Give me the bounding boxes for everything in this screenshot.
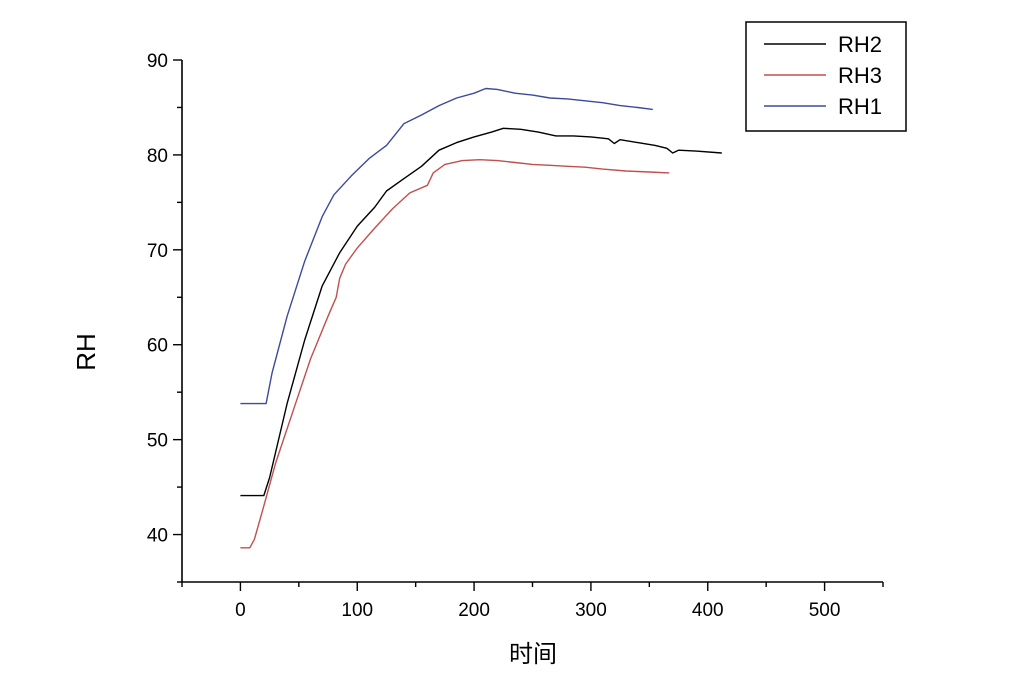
y-axis-title: RH	[71, 333, 101, 371]
series-line-rh3	[240, 159, 670, 549]
x-tick-label: 500	[809, 600, 841, 621]
x-tick-label: 200	[458, 600, 490, 621]
x-tick-label: 0	[235, 600, 246, 621]
x-axis-title: 时间	[509, 640, 557, 668]
legend-label-rh1: RH1	[838, 94, 882, 119]
legend-label-rh2: RH2	[838, 32, 882, 57]
legend: RH2 RH3 RH1	[745, 21, 907, 132]
x-tick-label: 400	[692, 600, 724, 621]
y-tick-label: 40	[147, 526, 168, 547]
y-tick-label: 50	[147, 431, 168, 452]
legend-label-rh3: RH3	[838, 63, 882, 88]
x-tick-label: 300	[575, 600, 607, 621]
series-line-rh2	[240, 127, 722, 497]
y-tick-label: 90	[147, 51, 168, 72]
series-lines	[240, 87, 722, 549]
y-tick-label: 70	[147, 241, 168, 262]
axes: 40 50 60 70 80 90 0 100 200 300 400 500	[147, 51, 884, 621]
legend-box	[745, 21, 907, 132]
x-tick-label: 100	[341, 600, 373, 621]
series-line-rh1	[240, 87, 653, 405]
y-tick-label: 60	[147, 336, 168, 357]
y-tick-label: 80	[147, 146, 168, 167]
